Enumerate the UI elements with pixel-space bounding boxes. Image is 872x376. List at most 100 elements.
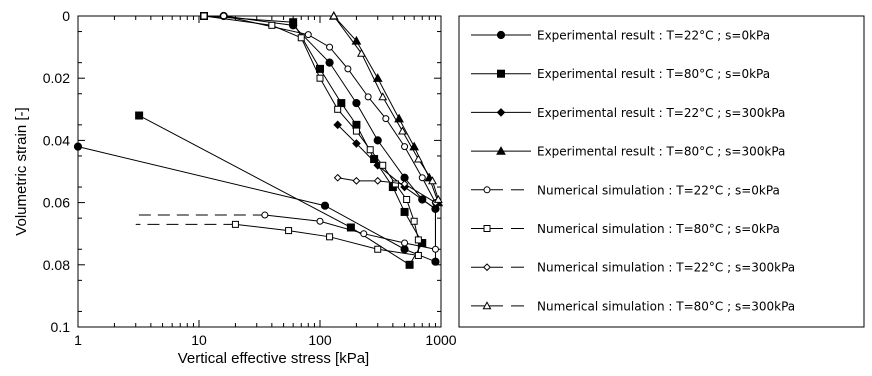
- data-point: [337, 99, 346, 108]
- legend-label: Numerical simulation : T=80°C ; s=0kPa: [537, 222, 780, 236]
- legend-label: Experimental result : T=80°C ; s=0kPa: [537, 67, 770, 81]
- data-point: [289, 18, 298, 27]
- legend-label: Numerical simulation : T=22°C ; s=0kPa: [537, 183, 780, 197]
- data-point: [405, 260, 414, 269]
- data-point: [401, 143, 409, 151]
- data-point: [356, 48, 366, 57]
- data-point: [316, 74, 324, 82]
- data-point: [391, 180, 399, 188]
- legend-box: [458, 15, 865, 328]
- data-point: [403, 195, 411, 203]
- legend-entry: Experimental result : T=22°C ; s=300kPa: [471, 106, 785, 120]
- plot-area: 1 10 100 1000 0 0.02 0.04 0.06 0.08 0.1 Vertical e…: [13, 8, 457, 367]
- x-tick-label: 1: [74, 332, 82, 348]
- series-line: [203, 15, 419, 257]
- data-point: [364, 93, 372, 101]
- y-tick-label: 0.1: [51, 319, 71, 335]
- data-point: [400, 180, 409, 188]
- data-point: [333, 173, 342, 182]
- data-point: [410, 217, 418, 225]
- legend-marker: [483, 225, 491, 232]
- series-5: [135, 12, 439, 253]
- legend-label: Experimental result : T=22°C ; s=0kPa: [537, 29, 770, 43]
- y-tick-label: 0.06: [43, 195, 70, 211]
- data-point: [373, 176, 382, 185]
- data-point: [268, 21, 276, 29]
- legend-marker: [496, 108, 506, 117]
- legend-marker: [482, 301, 492, 310]
- data-point: [397, 126, 407, 135]
- x-axis-title: Vertical effective stress [kPa]: [178, 350, 369, 367]
- legend-entry: Numerical simulation : T=80°C ; s=300kPa: [471, 299, 795, 313]
- data-point: [433, 194, 443, 203]
- series-line: [77, 15, 436, 263]
- series-7: [333, 173, 440, 207]
- legend: Experimental result : T=22°C ; s=0kPa Exp…: [458, 15, 865, 328]
- data-point: [261, 211, 269, 219]
- data-point: [326, 43, 334, 51]
- x-tick-label: 10: [191, 332, 207, 348]
- legend-marker: [483, 263, 491, 272]
- legend-entry: Experimental result : T=22°C ; s=0kPa: [471, 29, 770, 43]
- data-point: [352, 127, 360, 135]
- legend-marker: [496, 30, 506, 40]
- data-point: [414, 236, 422, 244]
- y-tick-label: 0.08: [43, 257, 70, 273]
- data-point: [378, 92, 388, 101]
- data-point: [326, 233, 334, 241]
- data-point: [304, 31, 312, 39]
- data-point: [329, 11, 339, 20]
- data-point: [334, 105, 342, 113]
- series-8: [329, 11, 443, 203]
- legend-label: Experimental result : T=80°C ; s=300kPa: [537, 145, 785, 159]
- series-1: [73, 11, 440, 266]
- data-point: [418, 174, 426, 182]
- legend-entry: Experimental result : T=80°C ; s=0kPa: [471, 67, 770, 81]
- series-2: [135, 12, 427, 269]
- legend-marker: [496, 146, 506, 155]
- data-point: [374, 245, 382, 253]
- series-6: [135, 12, 422, 259]
- legend-entry: Numerical simulation : T=80°C ; s=0kPa: [471, 222, 780, 236]
- y-tick-label: 0.02: [43, 70, 70, 86]
- data-point: [346, 223, 355, 232]
- data-point: [379, 161, 387, 169]
- data-point: [414, 251, 422, 259]
- series-line: [138, 15, 423, 266]
- data-point: [400, 245, 409, 254]
- data-point: [73, 142, 83, 151]
- data-point: [413, 154, 423, 163]
- legend-label: Numerical simulation : T=80°C ; s=300kPa: [537, 299, 795, 313]
- series-line: [223, 15, 436, 250]
- data-point: [333, 120, 342, 130]
- data-point: [325, 58, 334, 67]
- data-point: [316, 64, 324, 73]
- data-point: [394, 113, 404, 123]
- data-point: [428, 176, 437, 185]
- y-axis-title: Volumetric strain [-]: [13, 107, 30, 235]
- legend-label: Experimental result : T=22°C ; s=300kPa: [537, 106, 785, 120]
- data-point: [344, 65, 352, 73]
- data-point: [297, 34, 305, 42]
- data-point: [366, 146, 374, 154]
- legend-marker: [497, 69, 505, 78]
- data-point: [352, 139, 361, 148]
- data-point: [372, 73, 383, 82]
- data-point: [373, 136, 382, 145]
- data-point: [285, 227, 293, 235]
- x-tick-label: 1000: [425, 332, 456, 348]
- series-layer: [73, 10, 444, 269]
- data-point: [352, 98, 361, 108]
- plot-frame: [77, 15, 442, 328]
- data-point: [320, 201, 330, 210]
- data-point: [382, 115, 390, 123]
- legend-label: Numerical simulation : T=22°C ; s=300kPa: [537, 261, 795, 275]
- data-point: [400, 207, 409, 216]
- legend-entry: Experimental result : T=80°C ; s=300kPa: [471, 145, 785, 159]
- data-point: [231, 220, 239, 228]
- legend-entry: Numerical simulation : T=22°C ; s=0kPa: [471, 183, 780, 197]
- y-tick-label: 0.04: [43, 132, 70, 148]
- x-tick-label: 100: [308, 332, 332, 348]
- data-point: [431, 257, 440, 266]
